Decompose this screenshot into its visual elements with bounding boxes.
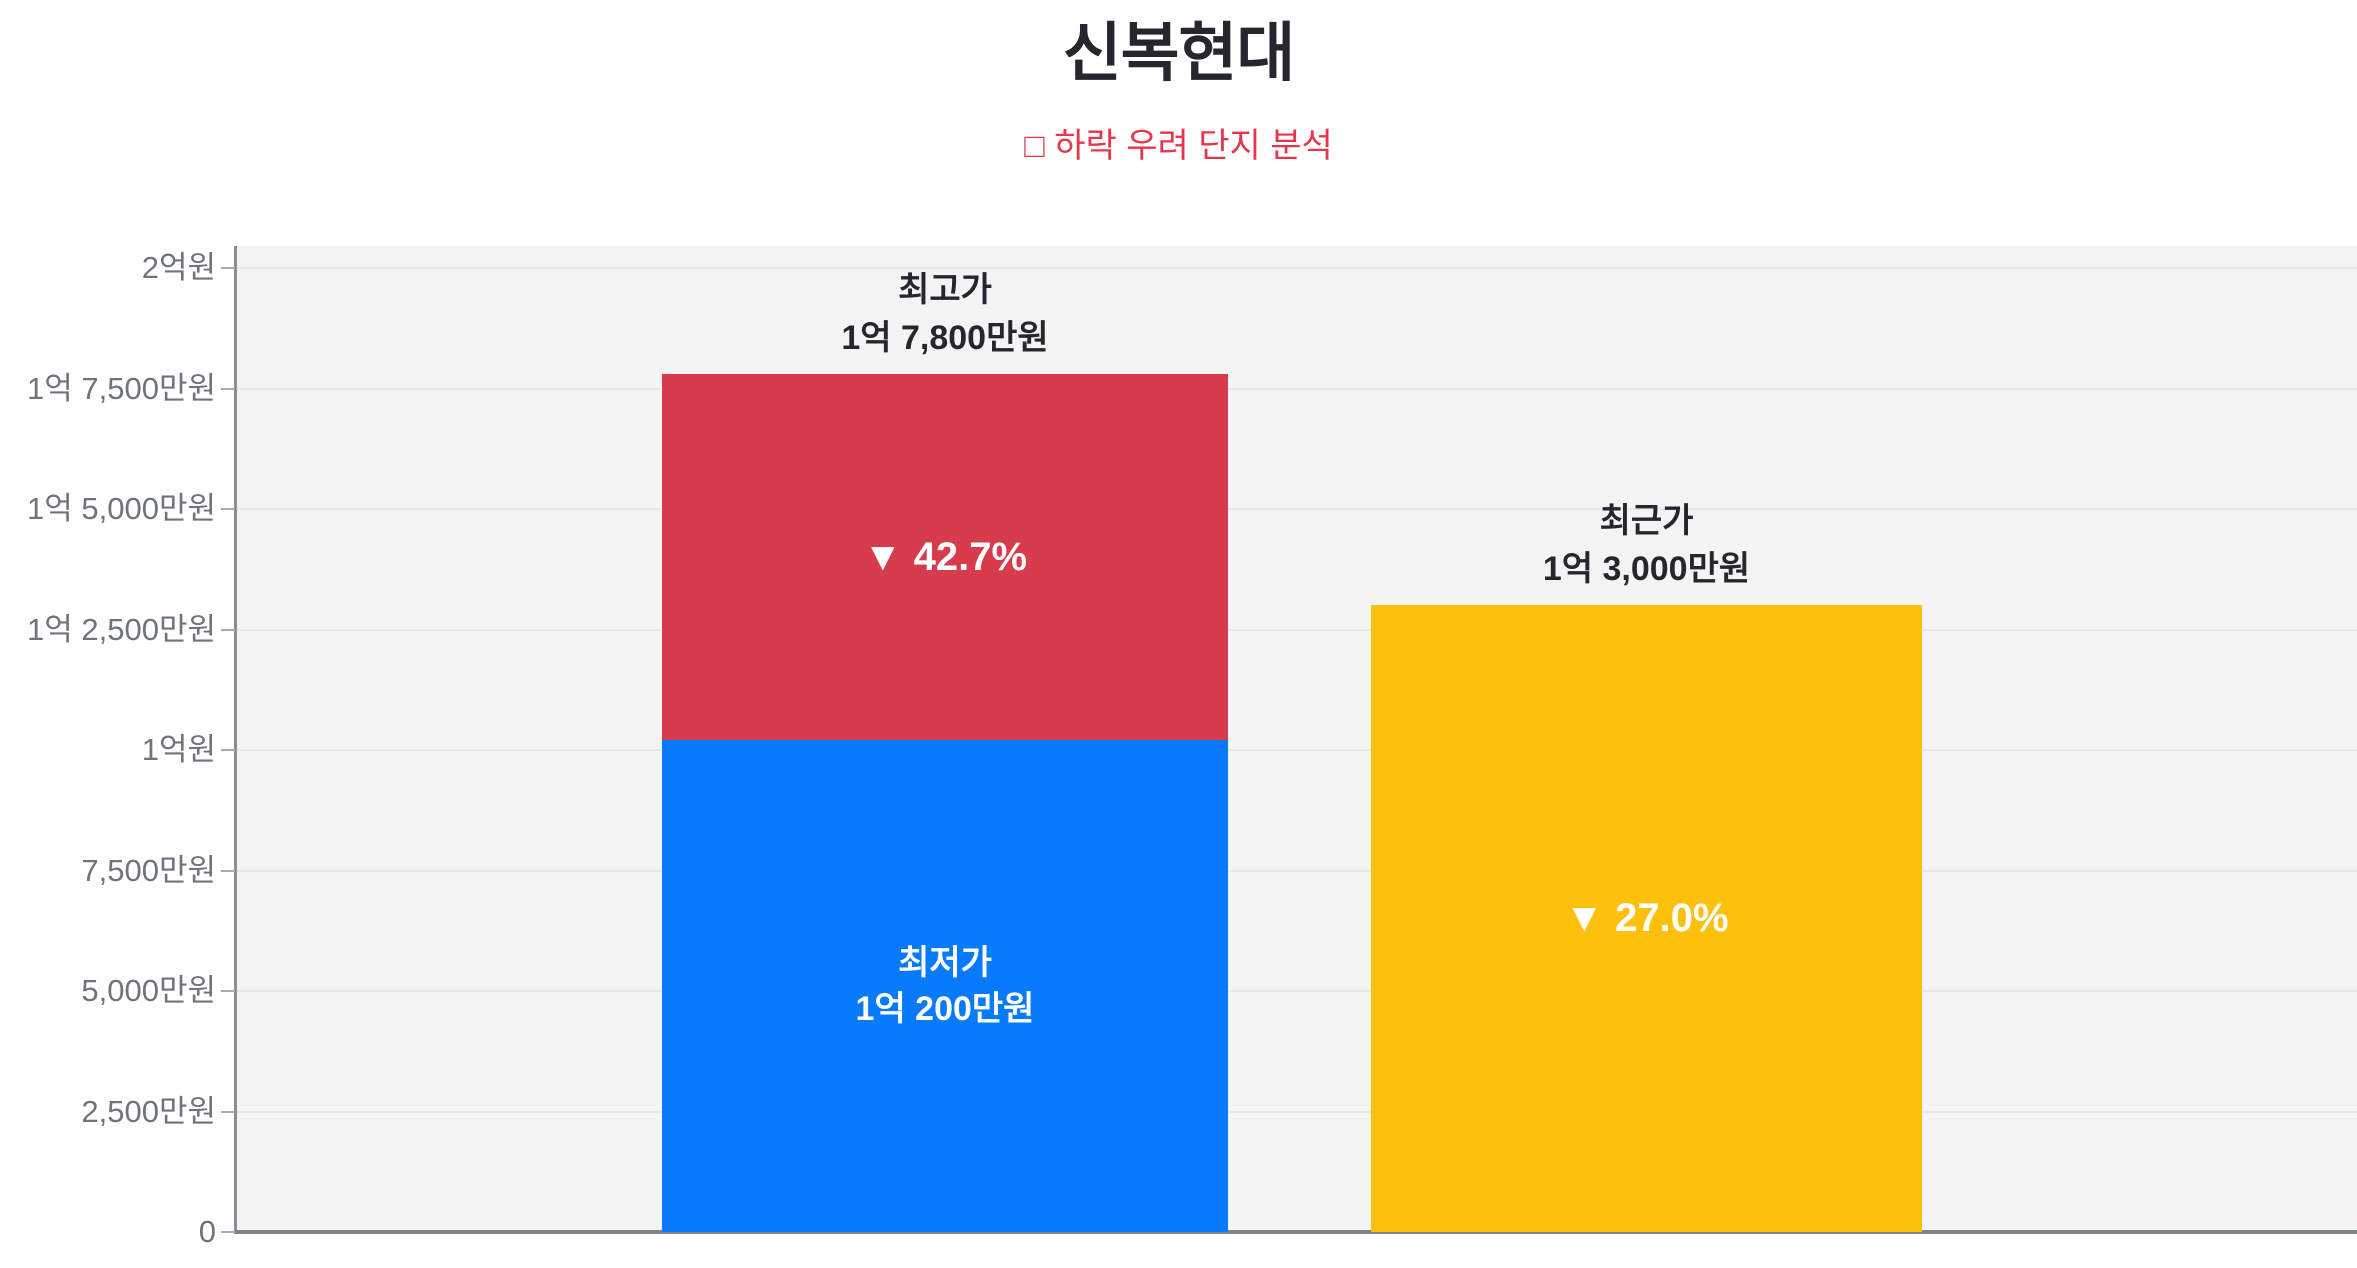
- bar-segment-하락률[interactable]: ▼ 42.7%: [662, 374, 1228, 741]
- y-tick-mark: [221, 1231, 235, 1233]
- y-tick-label: 7,500만원: [81, 852, 216, 888]
- y-tick-label: 1억 2,500만원: [27, 611, 216, 647]
- y-tick-mark: [221, 628, 235, 631]
- gridline: [237, 387, 2357, 390]
- bar-segment-label: ▼ 27.0%: [1564, 896, 1729, 941]
- y-tick-mark: [221, 1110, 235, 1113]
- y-tick-label: 1억 7,500만원: [27, 370, 216, 406]
- y-tick-mark: [221, 267, 235, 269]
- y-tick-label: 2,500만원: [81, 1093, 216, 1129]
- bar-segment-label: 최저가 1억 200만원: [855, 944, 1035, 1029]
- gridline: [237, 749, 2357, 751]
- gridline: [237, 508, 2357, 510]
- y-tick-label: 2억원: [141, 250, 216, 285]
- y-axis-line: [234, 246, 237, 1232]
- gridline: [237, 267, 2357, 269]
- y-tick-mark: [221, 387, 235, 390]
- y-tick-label: 1억 5,000만원: [27, 491, 216, 526]
- plot-area: [237, 246, 2357, 1232]
- gridline: [237, 628, 2357, 631]
- y-tick-mark: [221, 990, 235, 992]
- y-tick-mark: [221, 508, 235, 510]
- y-tick-label: 5,000만원: [81, 973, 216, 1008]
- gridline: [237, 1110, 2357, 1113]
- bar-segment-최근가[interactable]: ▼ 27.0%: [1371, 605, 1922, 1232]
- x-axis-line: [234, 1230, 2357, 1234]
- y-tick-label: 0: [198, 1214, 216, 1249]
- chart-subtitle: □ 하락 우려 단지 분석: [1024, 127, 1333, 165]
- bar-top-label: 최고가 1억 7,800만원: [841, 271, 1049, 358]
- chart-title: 신복현대: [1062, 17, 1296, 89]
- gridline: [237, 990, 2357, 992]
- gridline: [237, 869, 2357, 872]
- bar-segment-최저가[interactable]: 최저가 1억 200만원: [662, 740, 1228, 1232]
- y-tick-mark: [221, 749, 235, 751]
- bar-segment-label: ▼ 42.7%: [862, 534, 1028, 579]
- y-tick-label: 1억원: [141, 732, 216, 767]
- bar-top-label: 최근가 1억 3,000만원: [1542, 502, 1751, 589]
- y-tick-mark: [221, 869, 235, 872]
